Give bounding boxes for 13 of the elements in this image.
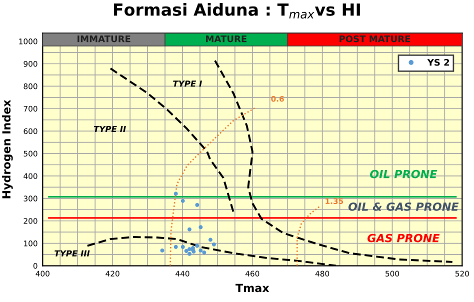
annotation: OIL & GAS PRONE xyxy=(348,202,459,211)
annotation: TYPE II xyxy=(94,126,126,132)
annotation: OIL PRONE xyxy=(370,170,438,178)
y-axis-title: Hydrogen Index xyxy=(2,100,13,198)
band-label: POST MATURE xyxy=(340,35,410,42)
annotation: GAS PRONE xyxy=(368,234,440,242)
band-label: MATURE xyxy=(206,36,246,42)
annotation: TYPE I xyxy=(173,80,202,87)
chart-title: Formasi Aiduna : T$_{max}$vs HI xyxy=(114,3,360,19)
band-label: IMMATURE xyxy=(78,36,130,42)
annotation: TYPE III xyxy=(54,250,90,256)
x-axis-title: Tmax xyxy=(236,284,270,292)
legend-label: YS 2 xyxy=(427,58,450,66)
